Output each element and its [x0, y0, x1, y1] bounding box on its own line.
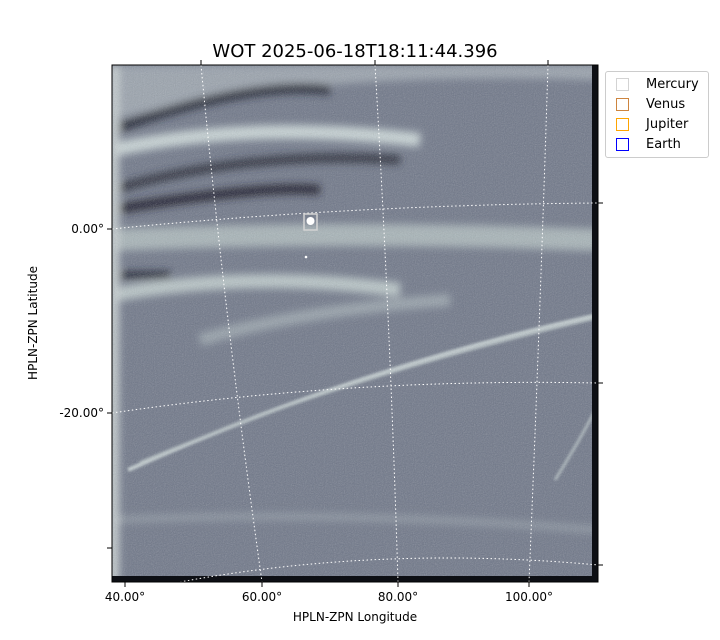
legend-label: Venus [646, 96, 686, 112]
solar-image [112, 65, 598, 582]
y-tick-label: -20.00° [59, 406, 104, 420]
legend-swatch [616, 97, 629, 111]
legend-label: Mercury [646, 76, 699, 92]
legend: Mercury Venus Jupiter Earth [605, 71, 709, 158]
legend-item-jupiter: Jupiter [616, 115, 688, 133]
mercury-marker [303, 213, 318, 259]
legend-item-mercury: Mercury [616, 75, 699, 93]
legend-label: Earth [646, 136, 681, 152]
x-axis-label: HPLN-ZPN Longitude [293, 610, 417, 624]
x-tick-label: 60.00° [242, 590, 282, 604]
axes-frame [111, 64, 599, 583]
legend-swatch [616, 77, 629, 91]
legend-swatch [616, 117, 629, 131]
chart-title: WOT 2025-06-18T18:11:44.396 [212, 41, 497, 62]
legend-swatch [616, 137, 629, 151]
ticks [107, 60, 603, 587]
legend-item-venus: Venus [616, 95, 685, 113]
x-tick-label: 80.00° [378, 590, 418, 604]
x-tick-label: 100.00° [505, 590, 553, 604]
legend-label: Jupiter [646, 116, 689, 132]
x-tick-label: 40.00° [105, 590, 145, 604]
y-tick-label: 0.00° [71, 222, 104, 236]
y-axis-label: HPLN-ZPN Latitude [26, 266, 40, 380]
legend-item-earth: Earth [616, 135, 681, 153]
grid-lines [112, 65, 598, 582]
